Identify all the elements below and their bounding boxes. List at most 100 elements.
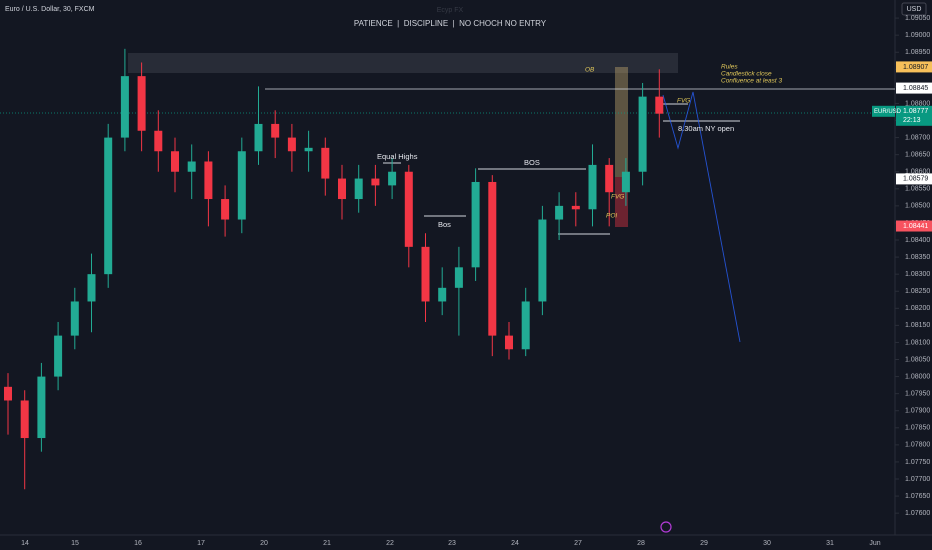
- annotation: Candlestick close: [721, 71, 772, 78]
- x-tick-label: 27: [574, 540, 582, 547]
- x-tick-label: 23: [448, 540, 456, 547]
- candle-body: [287, 137, 296, 152]
- y-tick-label: 1.07650: [905, 493, 930, 500]
- y-tick-label: 1.08600: [905, 169, 930, 176]
- price-marker: [896, 82, 932, 94]
- projection-path: [662, 91, 741, 343]
- candle-body: [204, 161, 213, 200]
- annotation: Rules: [721, 64, 738, 71]
- candle-body: [187, 161, 196, 172]
- y-tick-label: 1.07900: [905, 408, 930, 415]
- candle-body: [4, 386, 12, 401]
- candle-body: [521, 301, 530, 350]
- annotation: FVG: [611, 194, 624, 201]
- candle-body: [237, 151, 246, 220]
- y-tick-label: 1.07850: [905, 425, 930, 432]
- price-marker: [896, 61, 932, 73]
- candle-body: [638, 96, 647, 172]
- candle-body: [104, 137, 113, 275]
- y-tick-label: 1.08250: [905, 288, 930, 295]
- x-tick-label: 30: [763, 540, 771, 547]
- subtitle: PATIENCE | DISCIPLINE | NO CHOCH NO ENTR…: [354, 19, 547, 28]
- y-tick-label: 1.09050: [905, 15, 930, 22]
- symbol-title: Euro / U.S. Dollar, 30, FXCM: [5, 6, 95, 13]
- candle-body: [555, 205, 564, 220]
- candle-body: [621, 171, 630, 193]
- annotation: FVG: [677, 98, 690, 105]
- candle-body: [488, 181, 497, 336]
- x-tick-label: 15: [71, 540, 79, 547]
- candle-body: [221, 199, 230, 220]
- y-tick-label: 1.07750: [905, 459, 930, 466]
- y-tick-label: 1.08200: [905, 305, 930, 312]
- price-marker-label: 1.08441: [903, 223, 928, 230]
- candle-body: [37, 376, 46, 439]
- x-tick-label: 24: [511, 540, 519, 547]
- annotation: Equal Highs: [377, 152, 418, 161]
- y-tick-label: 1.08100: [905, 339, 930, 346]
- candle-body: [154, 130, 163, 152]
- y-tick-label: 1.08400: [905, 237, 930, 244]
- y-tick-label: 1.08800: [905, 100, 930, 107]
- y-tick-label: 1.08700: [905, 134, 930, 141]
- candle-body: [388, 171, 397, 186]
- annotation: Bos: [438, 220, 451, 229]
- x-tick-label: 31: [826, 540, 834, 547]
- order-block: [128, 53, 678, 73]
- x-tick-label: 22: [386, 540, 394, 547]
- x-tick-label: 14: [21, 540, 29, 547]
- y-tick-label: 1.08150: [905, 322, 930, 329]
- y-tick-label: 1.08000: [905, 373, 930, 380]
- x-tick-label: 17: [197, 540, 205, 547]
- candle-body: [505, 335, 513, 350]
- candle-body: [605, 164, 614, 193]
- y-tick-label: 1.08950: [905, 49, 930, 56]
- candle-body: [254, 123, 263, 152]
- candle-body: [137, 76, 146, 131]
- y-tick-label: 1.08550: [905, 186, 930, 193]
- annotation: Confluence at least 3: [721, 78, 782, 85]
- candle-body: [271, 123, 280, 138]
- candle-body: [404, 171, 413, 247]
- symbol-marker-label: EUR/USD: [874, 109, 902, 115]
- candle-body: [588, 164, 597, 210]
- y-tick-label: 1.08500: [905, 203, 930, 210]
- x-tick-label: Jun: [869, 540, 880, 547]
- symbol-marker: [872, 105, 895, 117]
- x-tick-label: 20: [260, 540, 268, 547]
- price-marker: [896, 105, 932, 126]
- candle-body: [321, 147, 330, 179]
- annotation: OB: [585, 67, 595, 74]
- candle-body: [87, 274, 96, 302]
- x-tick-label: 28: [637, 540, 645, 547]
- price-marker-label: 1.08777: [903, 108, 928, 115]
- y-tick-label: 1.08050: [905, 356, 930, 363]
- currency-button[interactable]: [901, 2, 927, 16]
- x-tick-label: 21: [323, 540, 331, 547]
- watermark: Ecyp FX: [437, 7, 464, 14]
- x-tick-label: 16: [134, 540, 142, 547]
- y-tick-label: 1.08350: [905, 254, 930, 261]
- price-marker: [896, 173, 932, 185]
- event-icon: [660, 521, 672, 533]
- candle-body: [454, 267, 463, 288]
- annotation: BOS: [524, 158, 540, 167]
- position-target: [615, 67, 628, 177]
- candle-body: [421, 246, 430, 302]
- annotation: POI: [606, 213, 617, 220]
- x-tick-label: 29: [700, 540, 708, 547]
- y-tick-label: 1.07950: [905, 390, 930, 397]
- candle-body: [655, 96, 664, 114]
- candle-body: [471, 181, 480, 268]
- currency[interactable]: USD: [907, 6, 922, 13]
- candle-body: [171, 151, 179, 172]
- candle-body: [120, 76, 129, 138]
- candle-body: [538, 219, 547, 302]
- price-marker-label: 1.08579: [903, 176, 928, 183]
- y-tick-label: 1.07700: [905, 476, 930, 483]
- annotation: 8.30am NY open: [678, 124, 734, 133]
- y-tick-label: 1.07800: [905, 442, 930, 449]
- candle-body: [438, 287, 447, 302]
